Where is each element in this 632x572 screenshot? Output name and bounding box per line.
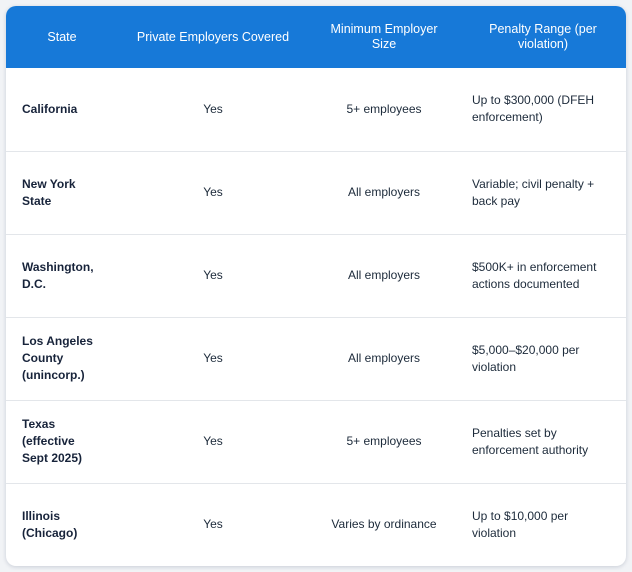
cell-state: New York State [22, 176, 76, 208]
cell-penalty: Penalties set by enforcement authority [472, 425, 589, 457]
cell-min-size: Varies by ordinance [331, 517, 437, 532]
table-row: Washington, D.C. Yes All employers $500K… [6, 234, 626, 317]
cell-covered: Yes [203, 434, 223, 448]
table-row: Illinois (Chicago) Yes Varies by ordinan… [6, 483, 626, 566]
table-row: California Yes 5+ employees Up to $300,0… [6, 68, 626, 151]
cell-covered: Yes [203, 185, 223, 199]
cell-state: Los Angeles County (unincorp.) [22, 334, 93, 382]
cell-penalty: Up to $10,000 per violation [472, 508, 569, 540]
cell-covered: Yes [203, 268, 223, 282]
cell-min-size: All employers [347, 185, 421, 199]
cell-penalty: $500K+ in enforcement actions documented [472, 259, 597, 291]
table-row: Los Angeles County (unincorp.) Yes All e… [6, 317, 626, 400]
header-penalty-range: Penalty Range (per violation) [489, 22, 597, 51]
cell-covered: Yes [203, 101, 223, 116]
header-private-employers-covered: Private Employers Covered [136, 29, 290, 44]
cell-state: Illinois (Chicago) [22, 508, 78, 540]
comparison-table-card: State Private Employers Covered Minimum … [6, 6, 626, 566]
header-minimum-employer-size: Minimum Employer Size [330, 22, 438, 51]
cell-covered: Yes [203, 351, 223, 365]
table-header-row: State Private Employers Covered Minimum … [6, 6, 626, 68]
table-row: Texas (effective Sept 2025) Yes 5+ emplo… [6, 400, 626, 483]
cell-covered: Yes [203, 517, 223, 532]
cell-penalty: Variable; civil penalty + back pay [472, 176, 595, 208]
cell-min-size: All employers [347, 351, 421, 365]
cell-penalty: Up to $300,000 (DFEH enforcement) [472, 93, 595, 125]
cell-min-size: All employers [347, 268, 421, 282]
cell-penalty: $5,000–$20,000 per violation [472, 342, 580, 374]
cell-state: Texas (effective Sept 2025) [22, 417, 83, 465]
comparison-table: State Private Employers Covered Minimum … [6, 6, 626, 566]
cell-min-size: 5+ employees [346, 434, 422, 448]
cell-state: California [22, 101, 78, 116]
cell-min-size: 5+ employees [346, 101, 422, 116]
cell-state: Washington, D.C. [22, 259, 94, 291]
table-row: New York State Yes All employers Variabl… [6, 151, 626, 234]
header-state: State [47, 29, 77, 44]
